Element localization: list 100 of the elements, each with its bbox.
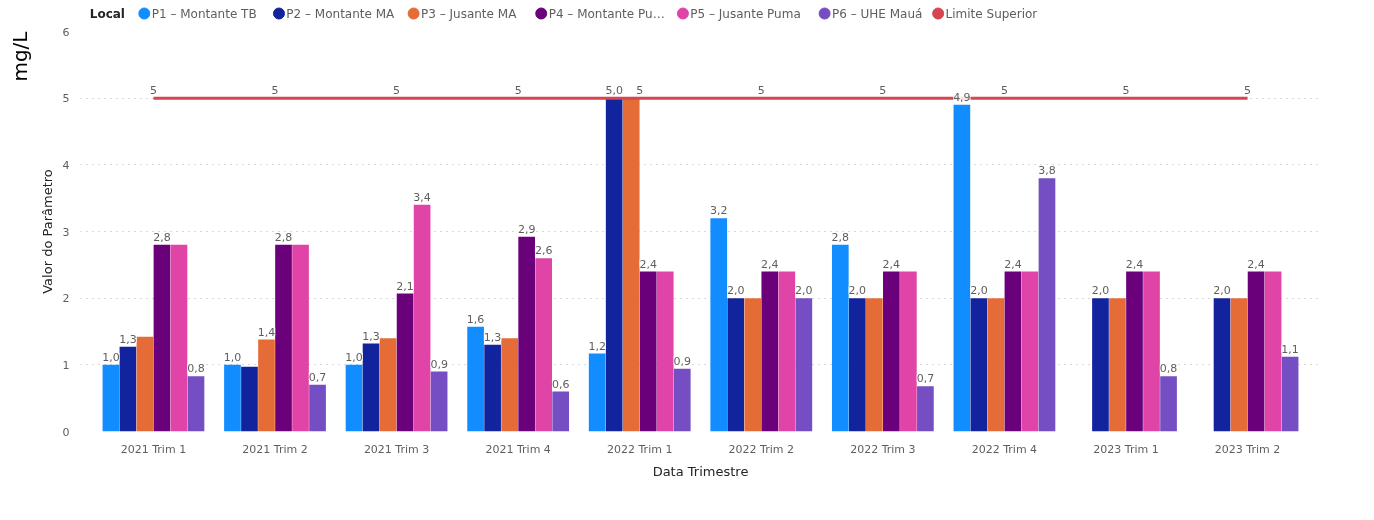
bar xyxy=(848,298,866,432)
data-label: 1,2 xyxy=(588,339,606,353)
bar xyxy=(170,244,188,432)
data-label: 3,2 xyxy=(709,204,728,218)
x-tick-label: 2022 Trim 4 xyxy=(971,442,1038,456)
bar xyxy=(379,338,397,432)
bar xyxy=(744,298,762,432)
legend-label: Limite Superior xyxy=(945,6,1038,21)
data-label: 2,8 xyxy=(153,230,171,244)
bar xyxy=(900,271,917,432)
bar xyxy=(883,271,900,432)
data-label: 3,4 xyxy=(413,190,431,204)
data-label: 0,8 xyxy=(1159,362,1178,376)
data-label: 2,0 xyxy=(1091,284,1110,298)
y-tick-label: 2 xyxy=(62,292,70,306)
bar xyxy=(588,353,606,432)
bar xyxy=(639,271,657,432)
x-tick-label: 2023 Trim 1 xyxy=(1093,442,1159,456)
bar xyxy=(1264,271,1282,432)
x-tick-label: 2022 Trim 1 xyxy=(607,442,673,456)
data-label: 2,4 xyxy=(1125,257,1144,271)
data-label: 5 xyxy=(879,84,887,98)
legend-label: P2 – Montante MA xyxy=(286,6,396,21)
data-label: 2,0 xyxy=(970,284,988,298)
bar xyxy=(153,244,171,432)
data-label: 2,6 xyxy=(534,244,553,258)
bar xyxy=(656,271,674,432)
bar xyxy=(778,271,796,432)
data-label: 1,3 xyxy=(119,332,137,346)
bar xyxy=(831,244,849,432)
data-label: 5 xyxy=(636,84,644,98)
bar xyxy=(552,391,570,432)
bar xyxy=(1038,178,1056,432)
bar xyxy=(727,298,745,432)
y-tick-label: 1 xyxy=(62,358,70,372)
bar xyxy=(345,364,363,432)
bar xyxy=(1160,376,1177,432)
data-label: 2,9 xyxy=(517,222,536,236)
legend-label: P5 – Jusante Puma xyxy=(690,6,801,21)
data-label: 5 xyxy=(1122,84,1130,98)
data-label: 2,0 xyxy=(1213,284,1231,298)
legend-label: P3 – Jusante MA xyxy=(421,6,518,21)
data-label: 5 xyxy=(514,84,522,98)
data-label: 3,8 xyxy=(1038,164,1056,178)
data-label: 1,3 xyxy=(483,330,502,344)
data-label: 1,3 xyxy=(362,329,380,343)
data-label: 2,4 xyxy=(639,257,657,271)
data-label: 2,8 xyxy=(274,230,293,244)
data-label: 0,6 xyxy=(551,377,570,391)
data-label: 0,9 xyxy=(430,357,448,371)
data-label: 2,0 xyxy=(795,284,813,298)
x-tick-label: 2022 Trim 2 xyxy=(728,442,794,456)
data-label: 0,9 xyxy=(673,354,692,368)
y-tick-label: 4 xyxy=(62,158,70,172)
bar xyxy=(1126,271,1143,432)
data-label: 2,4 xyxy=(882,257,901,271)
data-label: 1,4 xyxy=(257,325,276,339)
bar xyxy=(362,343,380,432)
bar xyxy=(467,326,484,432)
data-label: 4,9 xyxy=(953,90,971,104)
bar xyxy=(761,271,779,432)
x-tick-label: 2021 Trim 4 xyxy=(485,442,551,456)
y-tick-label: 6 xyxy=(62,25,70,39)
x-tick-label: 2021 Trim 1 xyxy=(120,442,187,456)
legend-title: Local xyxy=(89,6,125,21)
bar xyxy=(413,204,431,432)
bar xyxy=(710,218,728,432)
data-label: 1,1 xyxy=(1281,342,1299,356)
bar xyxy=(1281,356,1299,432)
bar xyxy=(1004,271,1022,432)
data-label: 5,0 xyxy=(605,84,623,98)
data-label: 2,1 xyxy=(396,279,414,293)
bar xyxy=(1213,298,1231,432)
data-label: 0,8 xyxy=(187,362,205,376)
bar xyxy=(484,344,501,432)
legend-label: P6 – UHE Mauá xyxy=(832,6,923,21)
bar xyxy=(673,368,691,432)
bar xyxy=(1143,271,1160,432)
bar xyxy=(1247,271,1265,432)
bar xyxy=(241,366,258,432)
data-label: 5 xyxy=(271,84,279,98)
data-label: 2,4 xyxy=(1004,257,1022,271)
bar xyxy=(917,386,934,432)
bar xyxy=(501,338,518,432)
bar xyxy=(258,339,275,432)
bar xyxy=(1021,271,1039,432)
data-label: 1,0 xyxy=(102,350,120,364)
data-label: 2,4 xyxy=(1247,257,1265,271)
bar xyxy=(1109,298,1126,432)
x-tick-label: 2023 Trim 2 xyxy=(1214,442,1281,456)
x-axis-title: Data Trimestre xyxy=(652,463,749,479)
bar xyxy=(102,364,120,432)
data-label: 2,8 xyxy=(831,230,850,244)
data-label: 2,4 xyxy=(761,257,779,271)
y-tick-label: 3 xyxy=(62,225,70,239)
bar xyxy=(987,298,1005,432)
bar xyxy=(430,371,448,432)
data-label: 0,7 xyxy=(916,372,935,386)
x-tick-label: 2021 Trim 3 xyxy=(363,442,430,456)
data-label: 5 xyxy=(757,84,765,98)
